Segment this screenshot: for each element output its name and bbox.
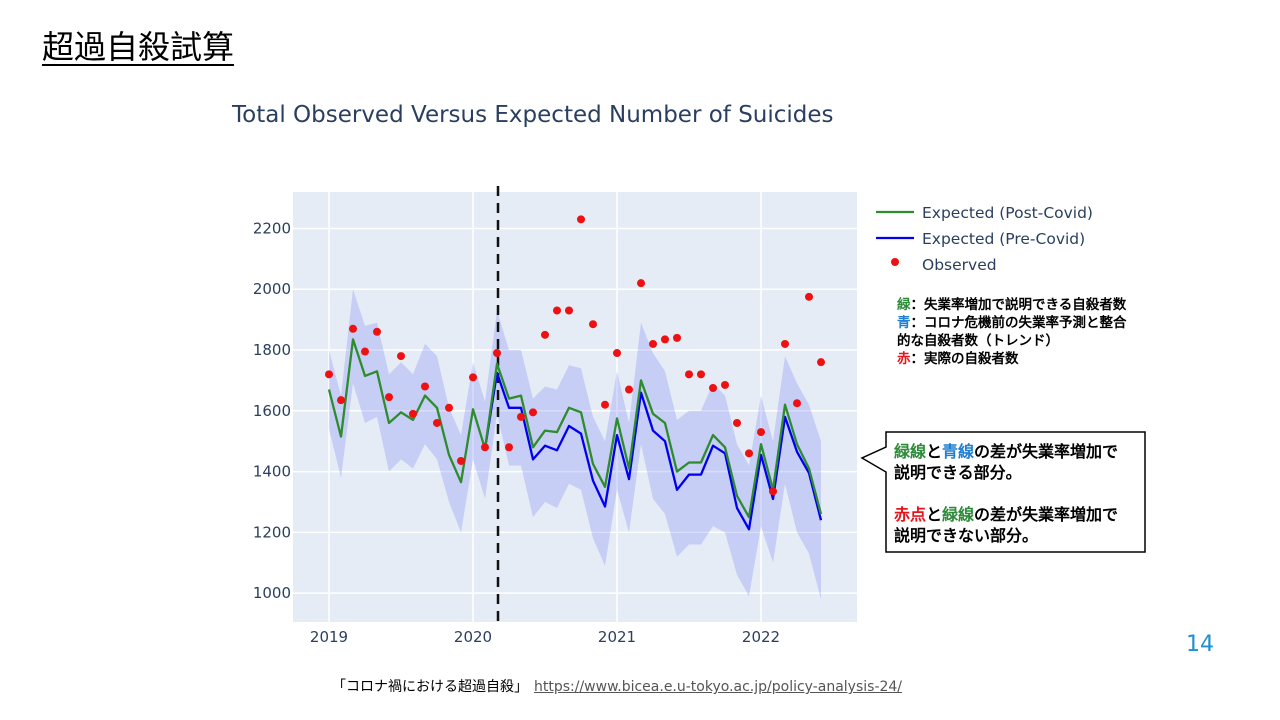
observed-point [433,418,441,427]
y-tick-label: 1400 [253,463,291,481]
callout-text: 緑線と青線の差が失業率増加で 説明できる部分。 赤点と緑線の差が失業率増加で 説… [894,441,1118,546]
observed-point [481,443,489,452]
observed-point [649,339,657,348]
observed-point [457,456,465,465]
observed-point [745,449,753,458]
observed-point [805,292,813,301]
observed-point [445,403,453,412]
observed-point [817,358,825,367]
blue-key: 青 [897,315,911,331]
observed-point [397,352,405,361]
observed-point [505,443,513,452]
observed-point [553,306,561,315]
green-key: 緑 [897,297,911,313]
observed-point [769,487,777,496]
observed-point [625,385,633,394]
observed-point [697,370,705,379]
prediction-interval-band [329,289,821,600]
callout-diff-1: の差が失業率増加で [974,442,1119,461]
observed-point [373,327,381,336]
observed-point [661,335,669,344]
legend-label: Observed [922,256,997,274]
callout-green-line-2: 緑線 [942,505,975,524]
source-link[interactable]: https://www.bicea.e.u-tokyo.ac.jp/policy… [534,679,903,695]
observed-point [685,370,693,379]
x-tick-label: 2020 [454,628,492,646]
observed-point [349,324,357,333]
legend-swatch-observed [891,258,899,266]
observed-point [565,306,573,315]
observed-point [589,320,597,329]
observed-point [337,396,345,405]
x-tick-label: 2022 [742,628,780,646]
observed-point [601,400,609,409]
red-key-text: ：実際の自殺者数 [910,351,1019,367]
callout-explained: 説明できる部分。 [894,463,1022,482]
y-tick-label: 2000 [253,280,291,298]
green-key-text: ：失業率増加で説明できる自殺者数 [910,297,1127,313]
observed-point [325,370,333,379]
y-tick-label: 1200 [253,523,291,541]
observed-point [709,384,717,393]
observed-point [613,349,621,358]
callout-and-2: と [926,505,943,524]
observed-point [469,373,477,382]
color-key-note: 緑：失業率増加で説明できる自殺者数 青：コロナ危機前の失業率予測と整合 的な自殺… [897,296,1127,368]
y-tick-label: 1600 [253,402,291,420]
observed-point [781,339,789,348]
observed-point [493,349,501,358]
source-label: 「コロナ禍における超過自殺」 [332,679,528,695]
observed-point [409,409,417,418]
page-number: 14 [1186,632,1214,657]
blue-key-text-2: 的な自殺者数（トレンド） [897,333,1059,349]
source-citation: 「コロナ禍における超過自殺」 https://www.bicea.e.u-toky… [332,676,902,696]
callout-red-dots: 赤点 [894,505,927,524]
observed-point [577,215,585,224]
legend-label: Expected (Post-Covid) [922,204,1093,222]
slide-title: 超過自殺試算 [42,28,235,66]
legend-label: Expected (Pre-Covid) [922,230,1085,248]
observed-point [421,382,429,391]
observed-point [757,428,765,437]
observed-point [637,279,645,288]
chart-title: Total Observed Versus Expected Number of… [232,102,834,128]
y-tick-label: 1000 [253,584,291,602]
observed-point [721,380,729,389]
callout-green-line-1: 緑線 [894,442,927,461]
expected-post-covid-line [327,338,823,519]
observed-point [541,330,549,339]
callout-blue-line: 青線 [942,442,975,461]
x-tick-label: 2021 [598,628,636,646]
observed-point [733,418,741,427]
callout-unexplained: 説明できない部分。 [894,526,1039,545]
observed-point [385,393,393,402]
callout-and-1: と [926,442,943,461]
y-tick-label: 1800 [253,341,291,359]
y-tick-label: 2200 [253,219,291,237]
plot-background [293,192,857,622]
observed-point [793,399,801,408]
observed-point [529,408,537,417]
observed-point [361,347,369,356]
blue-key-text-1: ：コロナ危機前の失業率予測と整合 [910,315,1127,331]
observed-point [673,333,681,342]
red-key: 赤 [897,351,911,367]
callout-diff-2: の差が失業率増加で [974,505,1119,524]
expected-pre-covid-line [483,371,823,531]
x-tick-label: 2019 [310,628,348,646]
callout-box [860,431,1146,553]
observed-point [517,412,525,421]
